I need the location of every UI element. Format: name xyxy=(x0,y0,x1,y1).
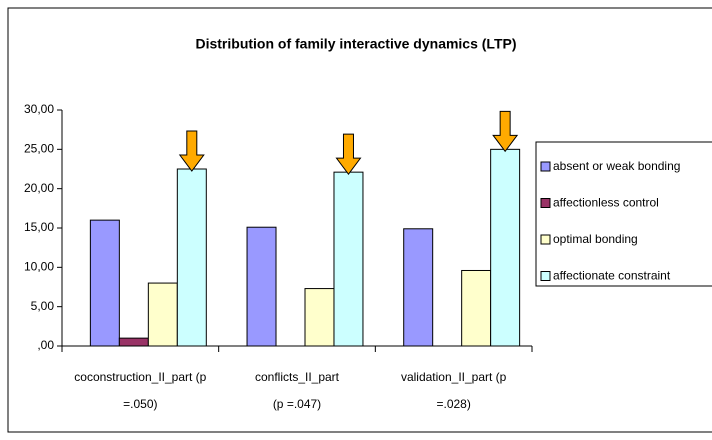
annotation-arrow xyxy=(492,110,519,153)
y-tick-label: 20,00 xyxy=(24,181,54,195)
bar xyxy=(333,171,364,347)
x-tick-label: validation_II_part (p xyxy=(401,370,507,384)
chart-title: Distribution of family interactive dynam… xyxy=(195,36,516,52)
y-tick-label: 10,00 xyxy=(24,260,54,274)
bar xyxy=(304,288,335,347)
legend-label: affectionate constraint xyxy=(553,269,671,283)
bar xyxy=(176,168,207,347)
y-tick-label: 5,00 xyxy=(31,299,55,313)
y-tick-label: 15,00 xyxy=(24,220,54,234)
bar xyxy=(118,337,149,347)
bar xyxy=(147,282,178,347)
x-tick-label: coconstruction_II_part (p xyxy=(74,370,206,384)
bar xyxy=(461,269,492,347)
legend-label: optimal bonding xyxy=(553,232,638,246)
x-tick-label: =.028) xyxy=(436,397,470,411)
y-tick-label: 25,00 xyxy=(24,142,54,156)
annotation-arrow xyxy=(178,130,205,172)
y-tick-label: ,00 xyxy=(37,338,54,352)
bar xyxy=(403,228,434,347)
legend-swatch xyxy=(540,271,551,281)
legend-swatch xyxy=(540,234,551,245)
y-tick-label: 30,00 xyxy=(24,102,54,116)
x-tick-label: =.050) xyxy=(123,397,157,411)
x-tick-label: conflicts_II_part xyxy=(255,370,340,384)
x-tick-label: (p =.047) xyxy=(273,397,321,411)
bar xyxy=(246,226,277,347)
legend-swatch xyxy=(540,161,551,172)
legend-swatch xyxy=(540,198,551,208)
legend-label: absent or weak bonding xyxy=(553,159,680,173)
legend-box xyxy=(535,141,712,287)
bar xyxy=(490,148,521,347)
bar xyxy=(89,219,120,347)
legend-label: affectionless control xyxy=(553,196,659,210)
annotation-arrow xyxy=(335,133,362,175)
